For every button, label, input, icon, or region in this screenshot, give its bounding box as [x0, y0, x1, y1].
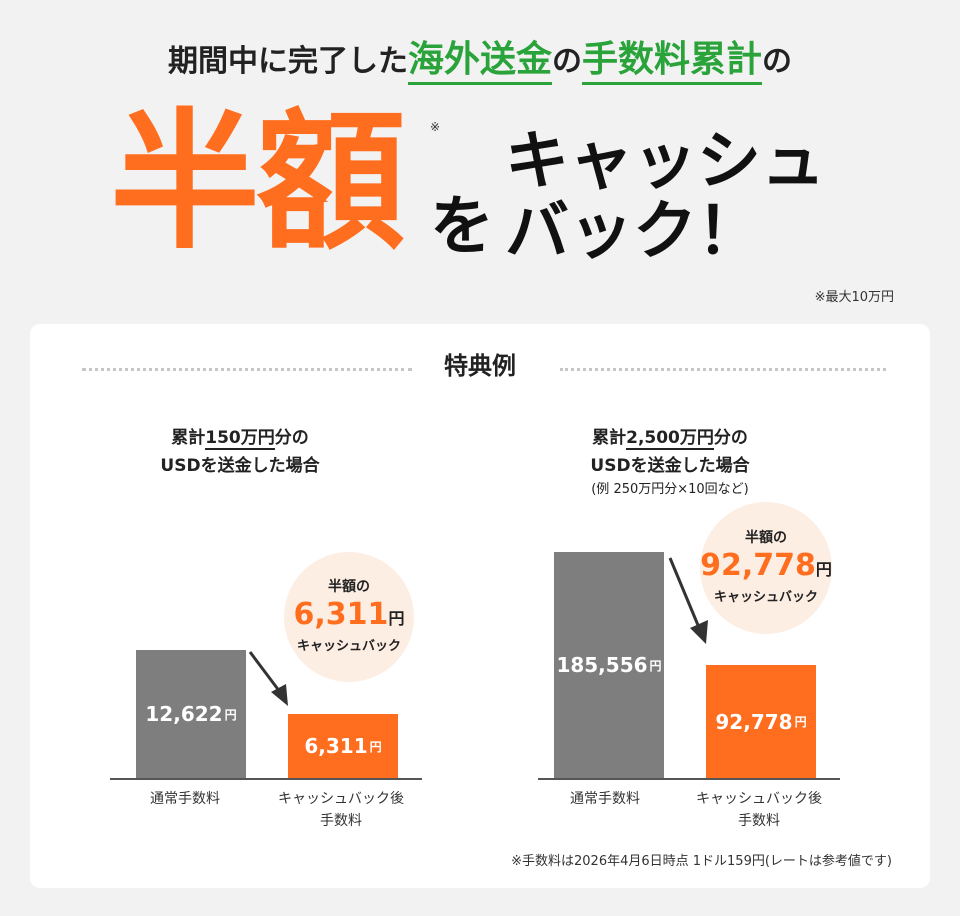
- example2-after-fee-yen: 円: [794, 715, 807, 729]
- example1-title-line2: USDを送金した場合: [160, 456, 320, 476]
- headline-part3: の: [762, 44, 793, 79]
- example2-title: 累計2,500万円分の USDを送金した場合 (例 250万円分×10回など): [530, 424, 810, 500]
- example1-after-fee-value: 6,311: [304, 734, 368, 758]
- example1-title-prefix: 累計: [171, 428, 206, 448]
- example1-normal-fee-bar: 12,622 円: [136, 650, 246, 778]
- example1-bubble-yen: 円: [388, 609, 405, 628]
- example2-after-label: キャッシュバック後 手数料: [684, 788, 834, 832]
- example1-normal-fee-yen: 円: [224, 707, 237, 722]
- example2-title-prefix: 累計: [592, 428, 627, 448]
- example1-title-amount: 150万円: [205, 428, 275, 450]
- example1-bubble-top: 半額の: [328, 579, 370, 595]
- section-divider-left: [82, 368, 412, 371]
- example2-baseline: [538, 778, 840, 780]
- example1-after-label-line1: キャッシュバック後: [278, 791, 404, 807]
- example1-normal-label: 通常手数料: [150, 791, 220, 807]
- hero-asterisk: ※: [430, 120, 441, 134]
- section-title: 特典例: [444, 352, 516, 380]
- example2-normal-fee-bar: 185,556 円: [554, 552, 664, 778]
- example2-bubble-yen: 円: [815, 560, 832, 579]
- example1-title: 累計150万円分の USDを送金した場合: [120, 424, 360, 480]
- example1-title-suffix: 分の: [274, 428, 309, 448]
- hero-half-price: 半額: [110, 96, 406, 270]
- example2-bubble-amount: 92,778: [700, 548, 816, 583]
- headline-highlight-fee-total: 手数料累計: [582, 39, 763, 85]
- example2-title-line2: USDを送金した場合: [590, 456, 750, 476]
- example2-arrow-icon: [668, 557, 708, 644]
- example1-normal-fee-value: 12,622: [145, 702, 223, 726]
- example1-after-label: キャッシュバック後 手数料: [266, 788, 416, 832]
- example2-title-amount: 2,500万円: [626, 428, 714, 450]
- example2-cashback-bubble: 半額の 92,778円 キャッシュバック: [700, 502, 832, 634]
- example2-after-fee-value: 92,778: [715, 709, 793, 734]
- example1-after-label-line2: 手数料: [320, 813, 362, 829]
- hero-cashback-line2: バック！: [505, 195, 761, 269]
- example1-bubble-amount-line: 6,311円: [294, 597, 405, 637]
- headline-highlight-overseas-remittance: 海外送金: [407, 39, 552, 85]
- example1-bubble-bottom: キャッシュバック: [296, 639, 401, 654]
- example1-after-fee-bar: 6,311 円: [288, 714, 398, 778]
- example2-normal-label: 通常手数料: [570, 791, 640, 807]
- headline: 期間中に完了した海外送金の手数料累計の: [0, 30, 960, 85]
- example2-bubble-top: 半額の: [745, 530, 787, 546]
- hero-cashback-line1: キャッシュ: [505, 125, 825, 199]
- example2-after-label-line2: 手数料: [738, 813, 780, 829]
- hero-particle-wo: を: [430, 190, 494, 264]
- headline-part2: の: [552, 44, 582, 79]
- example2-normal-fee-yen: 円: [649, 658, 662, 673]
- section-divider-right: [560, 368, 886, 371]
- max-amount-note: ※最大10万円: [814, 290, 894, 305]
- footnote: ※手数料は2026年4月6日時点 1ドル159円(レートは参考値です): [511, 854, 892, 869]
- example2-after-label-line1: キャッシュバック後: [696, 791, 822, 807]
- example1-after-fee-yen: 円: [369, 739, 382, 754]
- example2-bubble-bottom: キャッシュバック: [713, 590, 818, 605]
- example-card: 特典例 累計150万円分の USDを送金した場合 半額の 6,311円 キャッシ…: [30, 324, 930, 888]
- example2-title-suffix: 分の: [713, 428, 748, 448]
- example2-bubble-amount-line: 92,778円: [700, 548, 832, 588]
- example2-after-fee-bar: 92,778 円: [706, 665, 816, 778]
- example1-baseline: [110, 778, 422, 780]
- example1-arrow-icon: [248, 651, 288, 706]
- headline-part1: 期間中に完了した: [167, 44, 408, 79]
- example2-normal-fee-value: 185,556: [556, 653, 648, 677]
- example1-cashback-bubble: 半額の 6,311円 キャッシュバック: [284, 552, 414, 682]
- example1-bubble-amount: 6,311: [293, 597, 389, 632]
- example2-title-sub: (例 250万円分×10回など): [591, 482, 749, 497]
